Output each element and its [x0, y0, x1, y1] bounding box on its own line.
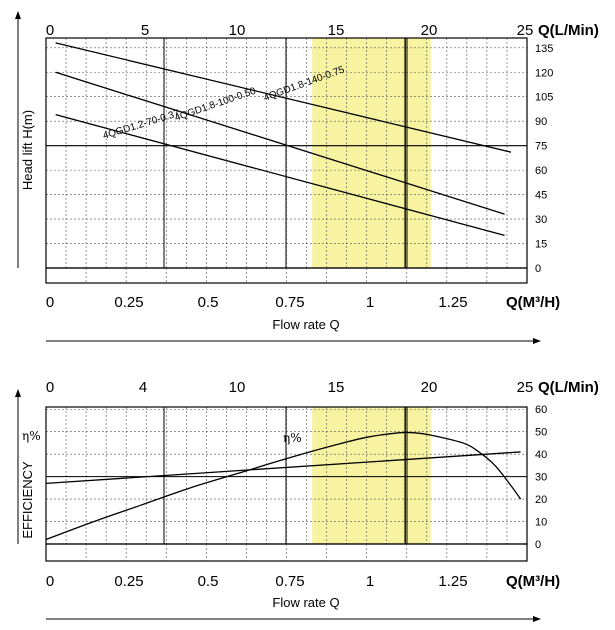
bottom-tick-label: 1 [366, 294, 374, 311]
x-axis-title: Flow rate Q [272, 595, 339, 610]
top-tick-label: 15 [328, 379, 345, 396]
chart-panel-2: η% η% 0 10 20 30 40 50 60 0 4 10 15 20 25 Q(L/Min) 0 0.25… [15, 379, 599, 622]
top-tick-label: 10 [229, 22, 246, 39]
series-line-3 [55, 114, 505, 237]
series-line-2 [45, 451, 521, 485]
right-tick-label: 135 [535, 43, 553, 55]
series-label: η% [283, 431, 302, 445]
series-line-1 [45, 431, 522, 541]
top-tick-label: 0 [46, 379, 54, 396]
series-line-2 [55, 71, 505, 215]
right-tick-label: 40 [535, 449, 547, 461]
y-axis-title: EFFICIENCY [20, 461, 35, 539]
bottom-tick-label: 0.5 [198, 294, 219, 311]
right-tick-label: 75 [535, 141, 547, 153]
bottom-tick-label: 1.25 [438, 573, 467, 590]
bottom-tick-label: 0.25 [114, 294, 143, 311]
right-tick-label: 105 [535, 92, 553, 104]
top-tick-label: 20 [421, 379, 438, 396]
top-tick-label: 15 [328, 22, 345, 39]
highlight-band [312, 407, 431, 544]
bottom-axis-unit: Q(M³/H) [506, 294, 560, 311]
top-tick-label: 25 [517, 22, 534, 39]
top-tick-label: 25 [517, 379, 534, 396]
right-tick-label: 30 [535, 214, 547, 226]
right-tick-label: 10 [535, 517, 547, 529]
right-tick-label: 60 [535, 165, 547, 177]
bottom-tick-label: 1 [366, 573, 374, 590]
chart-panel-1: 4QGD1.8-140-0.754QGD1.8-100-0.504QGD1.2-… [15, 11, 599, 344]
right-tick-label: 45 [535, 190, 547, 202]
right-tick-label: 50 [535, 427, 547, 439]
bottom-tick-label: 0.25 [114, 573, 143, 590]
right-tick-label: 30 [535, 472, 547, 484]
right-tick-label: 60 [535, 404, 547, 416]
y-axis-title: Head lift H(m) [20, 110, 35, 190]
right-tick-label: 20 [535, 494, 547, 506]
bottom-tick-label: 1.25 [438, 294, 467, 311]
series-line-1 [55, 42, 512, 153]
right-tick-label: 15 [535, 239, 547, 251]
right-tick-label: 0 [535, 263, 541, 275]
x-axis-title: Flow rate Q [272, 317, 339, 332]
top-tick-label: 4 [139, 379, 147, 396]
bottom-tick-label: 0.5 [198, 573, 219, 590]
top-tick-label: 10 [229, 379, 246, 396]
bottom-tick-label: 0 [46, 294, 54, 311]
top-tick-label: 0 [46, 22, 54, 39]
series-label: 4QGD1.2-70-0.37 [102, 108, 182, 142]
bottom-tick-label: 0.75 [275, 573, 304, 590]
right-tick-label: 90 [535, 116, 547, 128]
top-axis-unit: Q(L/Min) [538, 379, 599, 396]
top-tick-label: 20 [421, 22, 438, 39]
eta-axis-label: η% [22, 429, 41, 443]
right-tick-label: 120 [535, 67, 553, 79]
top-tick-label: 5 [141, 22, 149, 39]
highlight-band [312, 38, 431, 268]
bottom-tick-label: 0.75 [275, 294, 304, 311]
right-tick-label: 0 [535, 539, 541, 551]
top-axis-unit: Q(L/Min) [538, 22, 599, 39]
bottom-tick-label: 0 [46, 573, 54, 590]
bottom-axis-unit: Q(M³/H) [506, 573, 560, 590]
